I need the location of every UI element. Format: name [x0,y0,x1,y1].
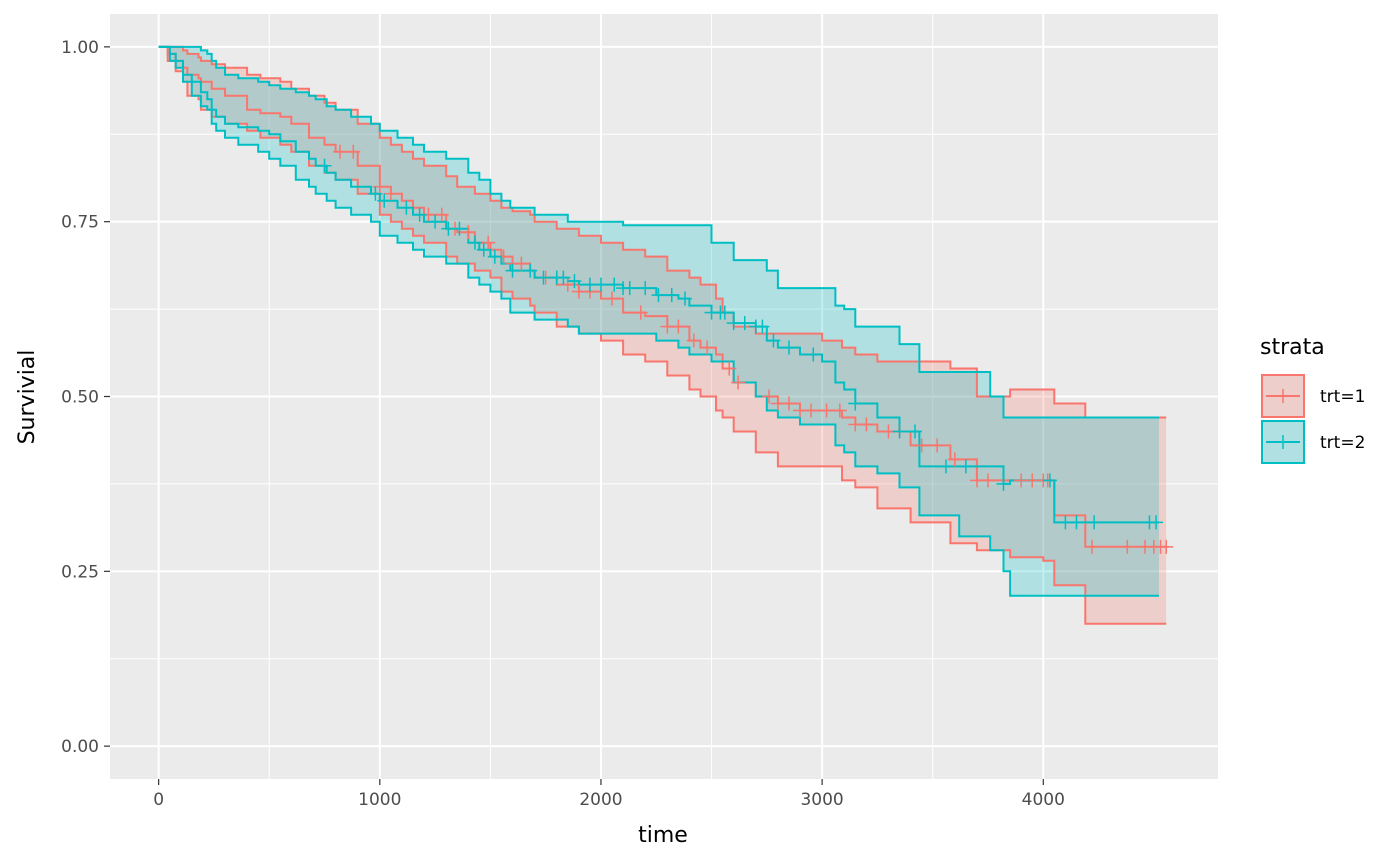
y-tick-label: 1.00 [61,38,99,58]
censor-mark-1 [947,452,962,467]
ci-lower-line-1 [158,45,1167,625]
y-tick-label: 0.00 [61,737,99,757]
censor-mark-1 [781,396,796,411]
censor-mark-2 [766,333,781,348]
censor-mark-2 [717,305,732,320]
censor-mark-2 [428,214,443,229]
censor-mark-2 [476,242,491,257]
censor-mark-2 [651,288,666,303]
censor-mark-2 [567,274,582,289]
y-tick-label: 0.50 [61,388,99,408]
censor-mark-1 [1120,539,1135,554]
censor-mark-2 [1069,515,1084,530]
censor-mark-2 [412,207,427,222]
censor-mark-1 [930,438,945,453]
y-tick-label: 0.75 [61,213,99,233]
censor-mark-2 [1149,515,1164,530]
legend-label: trt=2 [1320,433,1365,453]
censor-mark-2 [848,396,863,411]
x-tick-label: 0 [153,790,164,810]
censor-mark-1 [461,225,476,240]
ci-upper-line-1 [158,45,1167,419]
censor-mark-1 [859,417,874,432]
y-axis-title: Survivial [15,350,40,445]
censor-mark-2 [452,221,467,236]
ci-upper-line-2 [158,45,1159,419]
y-axis: 0.00 0.25 0.50 0.75 1.00 [61,38,110,757]
censor-mark-2 [1087,515,1102,530]
censor-mark-2 [467,235,482,250]
x-axis-title: time [638,823,688,848]
censor-mark-2 [781,340,796,355]
x-tick-label: 4000 [1022,790,1065,810]
censor-mark-1 [914,438,929,453]
censor-mark-2 [487,249,502,264]
series-layer [158,45,1174,625]
legend-label: trt=1 [1320,387,1365,407]
censor-mark-1 [633,305,648,320]
censor-mark-1 [671,319,686,334]
x-tick-label: 2000 [579,790,622,810]
censor-mark-1 [832,403,847,418]
censor-mark-1 [731,375,746,390]
legend: strata trt=1 trt=2 [1260,335,1365,464]
censor-mark-2 [938,459,953,474]
censor-mark-1 [1084,539,1099,554]
censor-mark-2 [368,186,383,201]
censor-mark-2 [892,424,907,439]
censor-mark-2 [996,476,1011,491]
censor-mark-2 [958,459,973,474]
legend-title: strata [1260,335,1325,360]
censor-mark-1 [722,361,737,376]
ci-ribbon-1 [158,46,1167,624]
censor-mark-2 [523,263,538,278]
censor-mark-2 [377,193,392,208]
censor-mark-1 [980,473,995,488]
censor-mark-2 [607,277,622,292]
censor-mark-1 [605,291,620,306]
y-tick-label: 0.25 [61,562,99,582]
censor-mark-2 [593,277,608,292]
censor-mark-2 [638,281,653,296]
censor-mark-1 [819,403,834,418]
censor-mark-1 [514,256,529,271]
censor-mark-2 [317,158,332,173]
x-tick-label: 1000 [358,790,401,810]
censor-mark-1 [346,144,361,159]
censor-mark-1 [686,333,701,348]
x-axis: 0 1000 2000 3000 4000 [153,779,1065,810]
censor-mark-2 [399,200,414,215]
censor-mark-2 [737,316,752,331]
censor-mark-2 [678,291,693,306]
censor-mark-1 [434,207,449,222]
censor-mark-2 [505,263,520,278]
censor-mark-2 [908,424,923,439]
censor-mark-1 [1159,539,1174,554]
censor-mark-2 [806,347,821,362]
censor-mark-2 [755,319,770,334]
censor-mark-2 [556,270,571,285]
censor-mark-2 [1042,473,1057,488]
ci-ribbon-2 [158,46,1159,596]
x-tick-label: 3000 [800,790,843,810]
censor-mark-1 [804,403,819,418]
censor-mark-2 [536,270,551,285]
censor-mark-1 [762,389,777,404]
censor-mark-1 [700,340,715,355]
major-grid [110,14,1218,779]
ci-lower-line-2 [158,45,1159,597]
censor-mark-2 [622,281,637,296]
censor-mark-1 [333,144,348,159]
survival-line-1 [158,45,1167,548]
censor-mark-2 [664,288,679,303]
censor-mark-1 [383,186,398,201]
